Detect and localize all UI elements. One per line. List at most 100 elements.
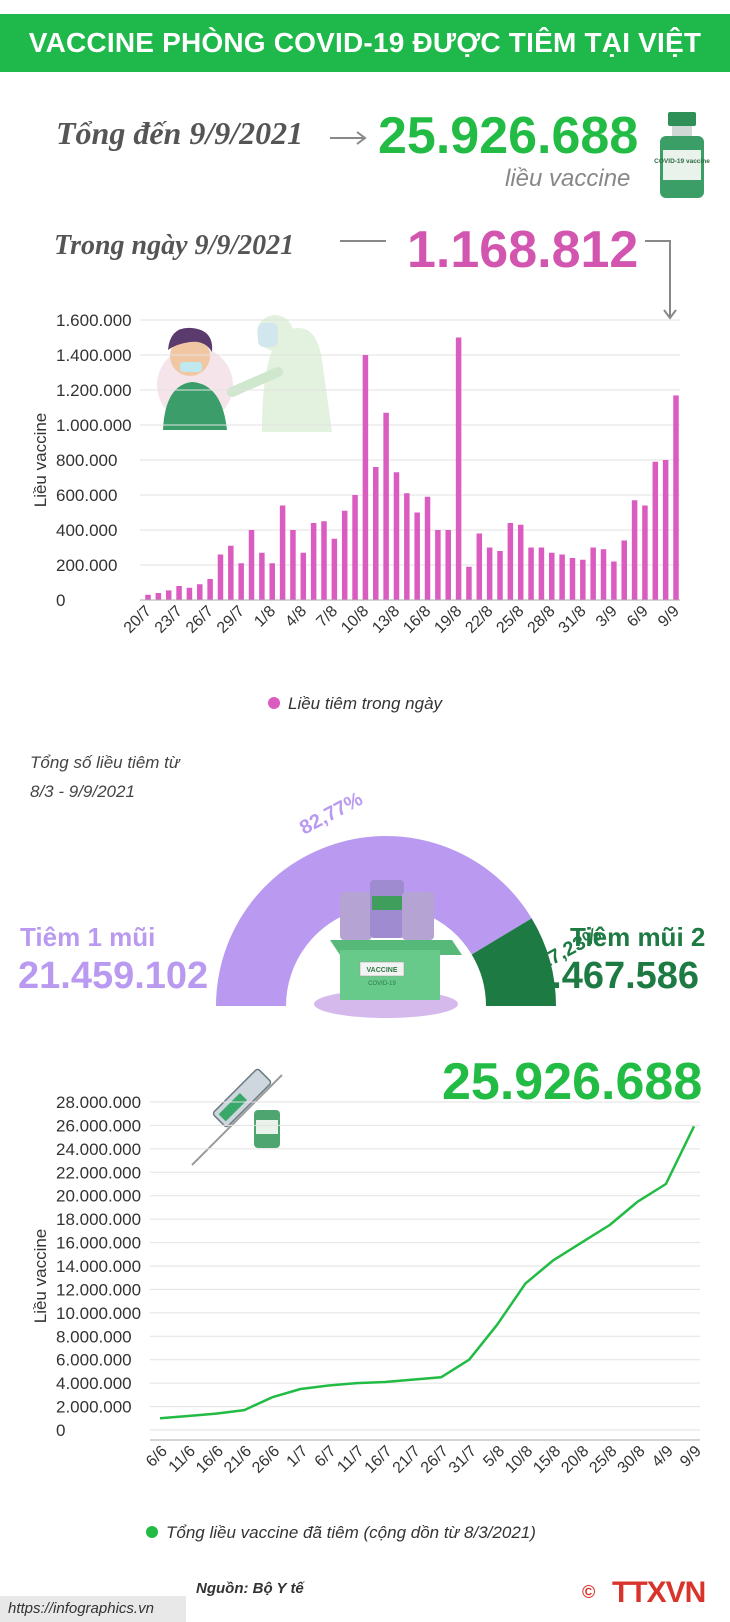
bar <box>486 547 493 600</box>
bar <box>197 584 203 600</box>
bar-x-tick-label: 10/8 <box>338 603 372 637</box>
cumulative-line <box>159 1125 696 1420</box>
bar-x-tick-label: 20/7 <box>121 603 155 637</box>
bar <box>673 395 679 600</box>
url-box <box>0 1596 186 1622</box>
bar <box>331 538 338 600</box>
bar-x-tick-label: 3/9 <box>593 603 621 631</box>
bar <box>445 530 451 600</box>
bar-x-tick-label: 13/8 <box>369 603 403 637</box>
bar-y-tick-label: 1.600.000 <box>56 311 132 330</box>
source-url[interactable]: https://infographics.vn <box>8 1600 154 1617</box>
dose2-value: 4.467.586 <box>530 955 700 997</box>
line-y-tick-label: 8.000.000 <box>56 1327 132 1346</box>
line-x-tick-label: 1/7 <box>284 1443 312 1471</box>
daily-arrow-icon <box>340 240 677 320</box>
bar-y-tick-label: 0 <box>56 591 65 610</box>
daily-value: 1.168.812 <box>407 221 639 279</box>
line-y-tick-label: 14.000.000 <box>56 1257 141 1276</box>
bar <box>497 551 503 600</box>
total-value: 25.926.688 <box>378 107 639 165</box>
bar-legend-label: Liều tiêm trong ngày <box>288 694 443 713</box>
bar-y-tick-label: 200.000 <box>56 556 117 575</box>
bar-y-tick-label: 600.000 <box>56 486 117 505</box>
line-y-tick-label: 4.000.000 <box>56 1374 132 1393</box>
bar-legend: Liều tiêm trong ngày <box>268 694 442 714</box>
line-x-tick-label: 11/6 <box>166 1443 199 1476</box>
donut-caption: Tổng số liều tiêm từ 8/3 - 9/9/2021 <box>30 748 180 806</box>
bar <box>165 590 172 600</box>
line-y-tick-label: 2.000.000 <box>56 1398 132 1417</box>
line-y-axis-label: Liều vaccine <box>31 1229 50 1324</box>
line-x-tick-label: 20/8 <box>558 1443 592 1477</box>
line-legend-swatch <box>146 1526 158 1538</box>
bar <box>238 563 244 600</box>
bar <box>145 594 151 600</box>
line-y-tick-label: 12.000.000 <box>56 1280 141 1299</box>
bar-legend-swatch <box>268 697 280 709</box>
total-unit: liều vaccine <box>505 165 631 192</box>
bar <box>528 547 534 600</box>
daily-bar-chart: 0 200.000 400.000 600.000 800.000 1.000.000 1.… <box>31 311 683 637</box>
bar <box>466 566 472 600</box>
line-y-tick-label: 10.000.000 <box>56 1304 141 1323</box>
line-y-tick-label: 28.000.000 <box>56 1093 141 1112</box>
line-y-tick-label: 20.000.000 <box>56 1187 141 1206</box>
bar-x-tick-label: 4/8 <box>282 603 310 631</box>
bar <box>321 521 327 600</box>
line-x-tick-label: 26/6 <box>249 1443 283 1477</box>
bar-y-tick-label: 1.400.000 <box>56 346 132 365</box>
bar-x-tick-label: 19/8 <box>431 603 465 637</box>
ttxvn-logo: TTXVN <box>612 1576 706 1609</box>
bar <box>383 412 389 600</box>
bar <box>435 530 441 600</box>
bar <box>559 554 565 600</box>
bar <box>476 533 483 600</box>
line-y-tick-label: 0 <box>56 1421 65 1440</box>
bar <box>393 472 400 600</box>
bar <box>652 461 659 600</box>
bar <box>341 510 348 600</box>
donut-caption-text: Tổng số liều tiêm từ 8/3 - 9/9/2021 <box>30 753 180 801</box>
bar-x-tick-label: 9/9 <box>655 603 683 631</box>
source-note: Nguồn: Bộ Y tế <box>196 1580 304 1597</box>
line-x-tick-label: 6/7 <box>312 1443 340 1471</box>
line-x-tick-label: 30/8 <box>615 1443 649 1477</box>
bar <box>538 547 545 600</box>
line-x-tick-label: 9/9 <box>677 1443 705 1471</box>
bar-x-tick-label: 26/7 <box>183 603 217 637</box>
bar <box>248 530 255 600</box>
bar <box>228 545 234 600</box>
header-bar <box>0 14 730 72</box>
bar <box>507 523 514 600</box>
bar <box>424 496 431 600</box>
bar-y-tick-label: 800.000 <box>56 451 117 470</box>
bar-x-tick-label: 22/8 <box>462 603 496 637</box>
bar <box>290 530 296 600</box>
bar-y-tick-label: 1.000.000 <box>56 416 132 435</box>
line-y-tick-label: 22.000.000 <box>56 1163 141 1182</box>
bar <box>352 495 358 600</box>
vial-label: COVID-19 vaccine <box>654 158 710 165</box>
bar <box>155 593 162 600</box>
line-x-tick-label: 21/6 <box>221 1443 255 1477</box>
line-x-tick-label: 10/8 <box>502 1443 536 1477</box>
bar-x-tick-label: 6/9 <box>624 603 652 631</box>
bar <box>259 552 265 600</box>
bar <box>310 523 317 600</box>
bar-x-tick-label: 29/7 <box>214 603 248 637</box>
dose2-label: Tiêm mũi 2 <box>570 922 706 952</box>
bar <box>590 547 596 600</box>
bar-y-tick-label: 1.200.000 <box>56 381 132 400</box>
bar-x-tick-label: 23/7 <box>152 603 186 637</box>
vaccine-box-illustration: VACCINE COVID-19 <box>314 880 462 1018</box>
bar <box>373 467 379 600</box>
line-x-tick-label: 15/8 <box>530 1443 564 1477</box>
daily-label: Trong ngày 9/9/2021 <box>54 230 295 261</box>
bar <box>217 554 224 600</box>
line-x-tick-label: 11/7 <box>334 1443 367 1476</box>
donut-slice <box>471 918 556 1006</box>
bar-x-tick-label: 31/8 <box>556 603 590 637</box>
line-x-tick-label: 31/7 <box>446 1443 480 1477</box>
